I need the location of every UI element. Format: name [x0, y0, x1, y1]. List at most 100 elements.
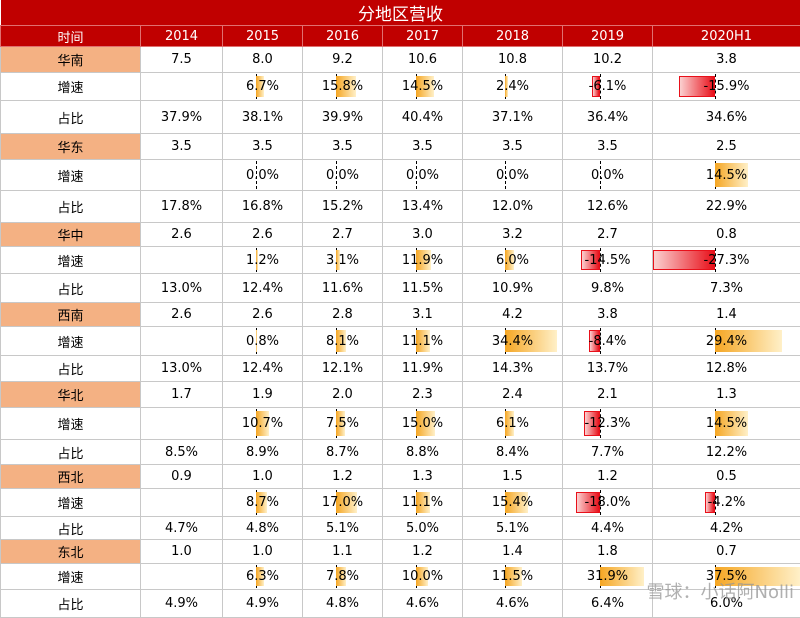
growth-cell: 10.0%: [383, 564, 463, 590]
header-year: 2016: [303, 26, 383, 47]
share-cell-value: 7.7%: [591, 445, 624, 460]
revenue-cell-value: 7.5: [171, 52, 192, 67]
share-cell-value: 16.8%: [242, 199, 283, 214]
share-cell-value: 12.2%: [706, 445, 747, 460]
growth-cell: 29.4%: [653, 327, 800, 356]
share-label: 占比: [1, 274, 141, 303]
share-cell: 13.7%: [563, 356, 653, 382]
growth-cell: [141, 408, 223, 440]
growth-cell: -12.3%: [563, 408, 653, 440]
growth-cell: -8.4%: [563, 327, 653, 356]
revenue-cell: 7.5: [141, 47, 223, 73]
share-cell-value: 7.3%: [710, 281, 743, 296]
share-cell: 8.5%: [141, 440, 223, 465]
revenue-cell: 0.5: [653, 465, 800, 489]
growth-cell-value: 0.8%: [246, 334, 279, 349]
growth-cell-value: 11.9%: [402, 253, 443, 268]
growth-cell: -18.0%: [563, 489, 653, 517]
revenue-cell-value: 2.3: [412, 387, 433, 402]
header-year: 2019: [563, 26, 653, 47]
share-label: 占比: [1, 191, 141, 223]
revenue-cell-value: 3.1: [412, 307, 433, 322]
revenue-cell-value: 3.5: [502, 139, 523, 154]
revenue-cell-value: 1.2: [332, 469, 353, 484]
revenue-cell: 2.1: [563, 382, 653, 408]
region-name: 华北: [1, 382, 141, 408]
share-cell: 8.9%: [223, 440, 303, 465]
share-cell-value: 39.9%: [322, 110, 363, 125]
share-cell-value: 14.3%: [492, 361, 533, 376]
growth-cell: 8.1%: [303, 327, 383, 356]
share-label: 占比: [1, 440, 141, 465]
share-cell: 10.9%: [463, 274, 563, 303]
revenue-cell-value: 0.5: [716, 469, 737, 484]
revenue-cell: 3.5: [563, 134, 653, 160]
share-cell: 12.2%: [653, 440, 800, 465]
share-cell-value: 12.4%: [242, 281, 283, 296]
revenue-cell: 8.0: [223, 47, 303, 73]
share-cell: 4.8%: [223, 517, 303, 540]
growth-cell: -27.3%: [653, 247, 800, 274]
share-cell: 14.3%: [463, 356, 563, 382]
revenue-cell-value: 2.5: [716, 139, 737, 154]
revenue-cell: 2.3: [383, 382, 463, 408]
share-cell: 11.5%: [383, 274, 463, 303]
growth-cell: [141, 327, 223, 356]
share-cell-value: 37.9%: [161, 110, 202, 125]
growth-cell-value: 14.5%: [706, 168, 747, 183]
revenue-cell-value: 3.0: [412, 227, 433, 242]
revenue-cell: 1.1: [303, 540, 383, 564]
revenue-cell: 10.6: [383, 47, 463, 73]
growth-label: 增速: [1, 489, 141, 517]
revenue-cell-value: 2.4: [502, 387, 523, 402]
revenue-cell: 2.5: [653, 134, 800, 160]
growth-cell-value: 6.3%: [246, 569, 279, 584]
share-cell-value: 12.0%: [492, 199, 533, 214]
revenue-cell: 1.3: [653, 382, 800, 408]
share-label-value: 占比: [57, 363, 83, 378]
share-cell-value: 5.0%: [406, 521, 439, 536]
revenue-cell: 3.8: [653, 47, 800, 73]
growth-cell-value: 11.1%: [402, 334, 443, 349]
share-cell-value: 12.1%: [322, 361, 363, 376]
share-label: 占比: [1, 517, 141, 540]
share-cell: 38.1%: [223, 101, 303, 134]
revenue-cell-value: 4.2: [502, 307, 523, 322]
growth-cell-value: 0.0%: [246, 168, 279, 183]
growth-label: 增速: [1, 160, 141, 191]
share-cell: 16.8%: [223, 191, 303, 223]
revenue-cell-value: 1.2: [412, 544, 433, 559]
share-cell: 36.4%: [563, 101, 653, 134]
growth-cell: 34.4%: [463, 327, 563, 356]
share-cell-value: 36.4%: [587, 110, 628, 125]
share-cell-value: 34.6%: [706, 110, 747, 125]
growth-cell-value: 8.1%: [326, 334, 359, 349]
growth-cell: 0.0%: [223, 160, 303, 191]
share-cell: 13.0%: [141, 356, 223, 382]
growth-cell: [141, 247, 223, 274]
share-cell-value: 4.2%: [710, 521, 743, 536]
share-cell-value: 11.9%: [402, 361, 443, 376]
growth-cell: 10.7%: [223, 408, 303, 440]
revenue-cell: 0.7: [653, 540, 800, 564]
share-cell-value: 38.1%: [242, 110, 283, 125]
revenue-cell: 1.7: [141, 382, 223, 408]
revenue-cell: 1.5: [463, 465, 563, 489]
share-label-value: 占比: [57, 447, 83, 462]
revenue-cell: 10.2: [563, 47, 653, 73]
share-cell-value: 13.7%: [587, 361, 628, 376]
revenue-cell: 4.2: [463, 303, 563, 327]
growth-cell-value: -14.5%: [585, 253, 631, 268]
region-name: 东北: [1, 540, 141, 564]
region-name: 华东: [1, 134, 141, 160]
share-cell-value: 11.5%: [402, 281, 443, 296]
watermark: 雪球：小话阿Nolli: [647, 578, 794, 604]
share-cell-value: 4.9%: [165, 596, 198, 611]
revenue-cell-value: 1.8: [597, 544, 618, 559]
